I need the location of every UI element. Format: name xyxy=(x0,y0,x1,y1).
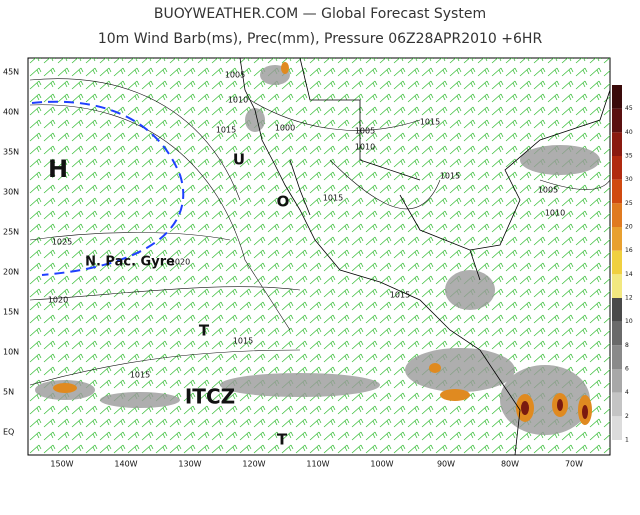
lat-label: 35N xyxy=(3,148,19,157)
colorbar-cell xyxy=(612,416,622,440)
colorbar-label: 35 xyxy=(625,153,633,160)
lat-label: EQ xyxy=(3,428,14,437)
isobar-label: 1015 xyxy=(440,172,460,181)
isobar-label: 1010 xyxy=(355,143,375,152)
colorbar-cell xyxy=(612,369,622,393)
isobar-label: 1015 xyxy=(130,371,150,380)
lon-label: 140W xyxy=(114,460,137,469)
colorbar-label: 2 xyxy=(625,413,629,420)
colorbar-cell xyxy=(612,108,622,133)
isobar-label: 1010 xyxy=(228,96,248,105)
isobar-label: 1015 xyxy=(233,337,253,346)
isobar-label: 1025 xyxy=(52,238,72,247)
isobar-label: 1015 xyxy=(420,118,440,127)
colorbar-label: 12 xyxy=(625,295,633,302)
isobar-label: 1020 xyxy=(170,258,190,267)
lat-label: 15N xyxy=(3,308,19,317)
colorbar-cell xyxy=(612,85,622,109)
colorbar-label: 25 xyxy=(625,200,633,207)
lat-label: 40N xyxy=(3,108,19,117)
lon-label: 130W xyxy=(178,460,201,469)
lon-label: 120W xyxy=(242,460,265,469)
colorbar-cell xyxy=(612,298,622,322)
colorbar-label: 10 xyxy=(625,318,633,325)
colorbar-cell xyxy=(612,156,622,180)
lat-label: 20N xyxy=(3,268,19,277)
isobar-label: 1015 xyxy=(390,291,410,300)
annotation: ITCZ xyxy=(185,385,235,409)
colorbar-cell xyxy=(612,227,622,251)
colorbar-cell xyxy=(612,274,622,298)
isobar-label: 1005 xyxy=(355,127,375,136)
colorbar-label: 45 xyxy=(625,105,633,112)
colorbar-label: 6 xyxy=(625,366,629,373)
annotation: T xyxy=(199,322,210,340)
isobar-label: 1005 xyxy=(225,71,245,80)
colorbar-label: 20 xyxy=(625,224,633,231)
lon-label: 80W xyxy=(501,460,519,469)
lat-label: 30N xyxy=(3,188,19,197)
colorbar-label: 4 xyxy=(625,389,629,396)
lon-label: 110W xyxy=(306,460,329,469)
colorbar-label: 40 xyxy=(625,129,633,136)
lon-label: 70W xyxy=(565,460,583,469)
colorbar-cell xyxy=(612,321,622,346)
colorbar-cell xyxy=(612,203,622,227)
colorbar-cell xyxy=(612,179,622,204)
colorbar-label: 16 xyxy=(625,247,633,254)
annotation: H xyxy=(48,155,68,183)
colorbar-label: 14 xyxy=(625,271,633,278)
lat-label: 5N xyxy=(3,388,14,397)
title: BUOYWEATHER.COM — Global Forecast System xyxy=(154,6,486,22)
colorbar-cell xyxy=(612,132,622,156)
annotation: U xyxy=(233,151,245,169)
isobar-label: 1005 xyxy=(538,186,558,195)
isobar-label: 1000 xyxy=(275,124,295,133)
colorbar-cell xyxy=(612,250,622,275)
colorbar-cell xyxy=(612,345,622,369)
isobar-label: 1020 xyxy=(48,296,68,305)
subtitle: 10m Wind Barb(ms), Prec(mm), Pressure 06… xyxy=(98,31,543,47)
annotation: O xyxy=(277,193,290,211)
lon-label: 100W xyxy=(370,460,393,469)
isobar-label: 1015 xyxy=(323,194,343,203)
map-area xyxy=(27,57,611,456)
annotation: N. Pac. Gyre xyxy=(85,255,175,270)
lat-label: 10N xyxy=(3,348,19,357)
lon-label: 90W xyxy=(437,460,455,469)
lat-label: 25N xyxy=(3,228,19,237)
lat-label: 45N xyxy=(3,68,19,77)
annotation: T xyxy=(277,431,288,449)
colorbar-label: 30 xyxy=(625,176,633,183)
isobar-label: 1010 xyxy=(545,209,565,218)
colorbar-label: 1 xyxy=(625,437,629,444)
colorbar-cell xyxy=(612,392,622,417)
lon-label: 150W xyxy=(50,460,73,469)
colorbar-label: 8 xyxy=(625,342,629,349)
isobar-label: 1015 xyxy=(216,126,236,135)
